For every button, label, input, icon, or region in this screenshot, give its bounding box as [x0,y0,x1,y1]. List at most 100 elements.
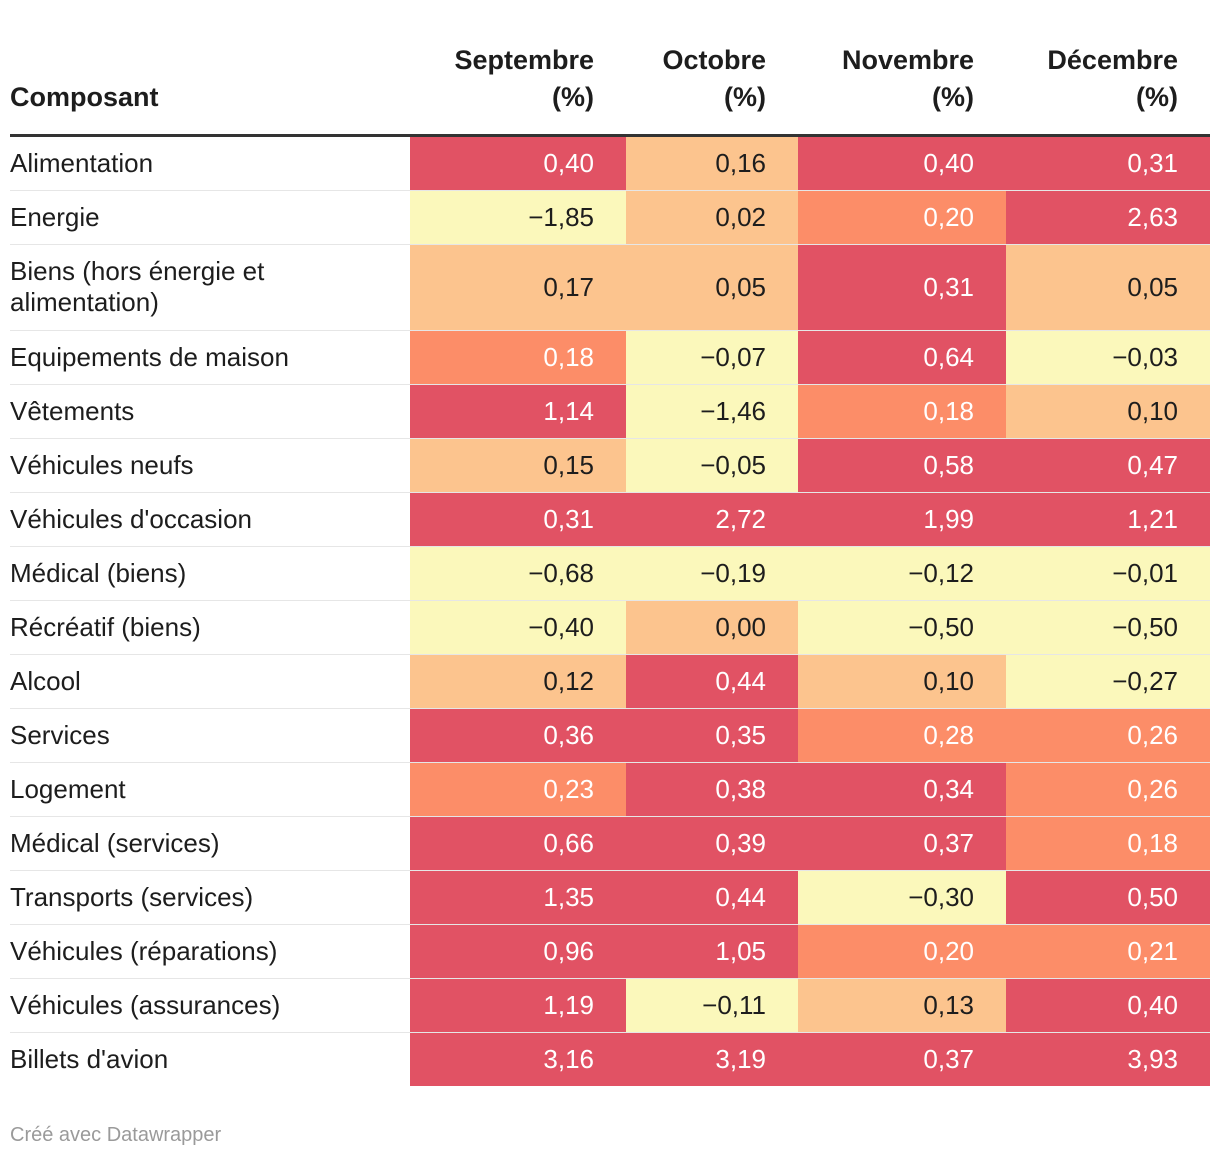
heatmap-cell-novembre: 0,18 [798,384,1006,439]
row-label: Billets d'avion [10,1043,169,1074]
heatmap-cell-novembre: 0,13 [798,978,1006,1033]
heatmap-cell-octobre: 0,44 [626,870,798,925]
heatmap-cell-decembre: 0,21 [1006,924,1210,979]
column-header-composant[interactable]: Composant [10,0,410,137]
heatmap-cell-octobre: 3,19 [626,1032,798,1086]
row-label: Services [10,708,410,763]
column-header-octobre[interactable]: Octobre (%) [626,0,798,137]
heatmap-cell-octobre: 2,72 [626,492,798,547]
heatmap-cell-decembre: 0,05 [1006,244,1210,331]
heatmap-cell-decembre: 0,47 [1006,438,1210,493]
row-label: Equipements de maison [10,330,410,385]
column-header-septembre[interactable]: Septembre (%) [410,0,626,137]
column-header-decembre[interactable]: Décembre (%) [1006,0,1210,137]
heatmap-table-container: Composant Septembre (%) Octobre (%) Nove… [10,0,1210,1086]
row-label: Véhicules neufs [10,438,410,493]
heatmap-cell-decembre: 0,18 [1006,816,1210,871]
heatmap-cell-novembre: −0,50 [798,600,1006,655]
row-label: Logement [10,762,410,817]
heatmap-cell-septembre: 0,96 [410,924,626,979]
row-label: Véhicules (assurances) [10,978,410,1033]
table-row: Vêtements 1,14 −1,46 0,18 0,10 [10,384,1210,439]
heatmap-cell-septembre: −0,40 [410,600,626,655]
heatmap-cell-novembre: −0,30 [798,870,1006,925]
column-header-novembre[interactable]: Novembre (%) [798,0,1006,137]
table-row: Véhicules neufs 0,15 −0,05 0,58 0,47 [10,438,1210,493]
column-header-label: Octobre [662,44,766,75]
heatmap-cell-octobre: 0,00 [626,600,798,655]
column-header-label: Septembre [454,44,594,75]
heatmap-cell-septembre: −0,68 [410,546,626,601]
heatmap-cell-octobre: 0,02 [626,190,798,245]
heatmap-cell-novembre: 0,20 [798,190,1006,245]
heatmap-cell-decembre: 2,63 [1006,190,1210,245]
heatmap-table: Composant Septembre (%) Octobre (%) Nove… [10,0,1210,1086]
heatmap-cell-novembre: 0,31 [798,244,1006,331]
heatmap-cell-octobre: 0,38 [626,762,798,817]
table-row: Médical (biens) −0,68 −0,19 −0,12 −0,01 [10,546,1210,601]
heatmap-cell-septembre: −1,85 [410,190,626,245]
table-row: Services 0,36 0,35 0,28 0,26 [10,708,1210,763]
row-label: Médical (biens) [10,546,410,601]
heatmap-cell-novembre: 0,20 [798,924,1006,979]
heatmap-cell-novembre: −0,12 [798,546,1006,601]
row-label: Véhicules (réparations) [10,924,410,979]
heatmap-cell-septembre: 0,66 [410,816,626,871]
row-label: Energie [10,190,410,245]
heatmap-cell-septembre: 0,12 [410,654,626,709]
heatmap-cell-decembre: −0,03 [1006,330,1210,385]
table-row: Récréatif (biens) −0,40 0,00 −0,50 −0,50 [10,600,1210,655]
heatmap-cell-septembre: 0,23 [410,762,626,817]
heatmap-cell-novembre: 0,10 [798,654,1006,709]
table-row: Véhicules d'occasion 0,31 2,72 1,99 1,21 [10,492,1210,547]
column-header-label: Novembre [841,44,974,75]
heatmap-cell-novembre: 0,28 [798,708,1006,763]
table-row: Transports (services) 1,35 0,44 −0,30 0,50 [10,870,1210,925]
heatmap-cell-septembre: 0,17 [410,244,626,331]
heatmap-cell-octobre: 0,39 [626,816,798,871]
heatmap-cell-octobre: −0,05 [626,438,798,493]
heatmap-cell-octobre: −1,46 [626,384,798,439]
row-label: Vêtements [10,384,410,439]
heatmap-cell-septembre: 1,14 [410,384,626,439]
column-header-unit: (%) [1136,81,1178,112]
heatmap-cell-octobre: −0,11 [626,978,798,1033]
row-label: Médical (services) [10,816,410,871]
heatmap-cell-octobre: 0,35 [626,708,798,763]
heatmap-cell-novembre: 0,37 [798,1032,1006,1086]
heatmap-cell-septembre: 0,31 [410,492,626,547]
heatmap-cell-novembre: 0,34 [798,762,1006,817]
heatmap-cell-decembre: 0,50 [1006,870,1210,925]
column-header-unit: (%) [552,81,594,112]
row-label: Alimentation [10,135,410,191]
heatmap-cell-novembre: 1,99 [798,492,1006,547]
table-row: Billets d'avion 3,16 3,19 0,37 3,93 [10,1032,1210,1086]
table-row: Equipements de maison 0,18 −0,07 0,64 −0,03 [10,330,1210,385]
heatmap-cell-octobre: 0,05 [626,244,798,331]
header-row: Composant Septembre (%) Octobre (%) Nove… [10,0,1210,137]
heatmap-cell-decembre: 0,31 [1006,135,1210,191]
table-row: Energie −1,85 0,02 0,20 2,63 [10,190,1210,245]
heatmap-cell-septembre: 1,35 [410,870,626,925]
table-row: Médical (services) 0,66 0,39 0,37 0,18 [10,816,1210,871]
heatmap-cell-decembre: 0,26 [1006,708,1210,763]
table-row: Biens (hors énergie et alimentation) 0,17… [10,244,1210,331]
heatmap-cell-decembre: 1,21 [1006,492,1210,547]
heatmap-cell-octobre: 0,44 [626,654,798,709]
row-label: Alcool [10,654,410,709]
heatmap-cell-octobre: 0,16 [626,135,798,191]
heatmap-cell-octobre: 1,05 [626,924,798,979]
footer-credit[interactable]: Créé avec Datawrapper [10,1124,222,1146]
heatmap-cell-decembre: −0,50 [1006,600,1210,655]
row-label: Récréatif (biens) [10,600,410,655]
table-row: Logement 0,23 0,38 0,34 0,26 [10,762,1210,817]
row-label: Biens (hors énergie et alimentation) [10,244,410,331]
row-label: Transports (services) [10,870,410,925]
heatmap-cell-novembre: 0,64 [798,330,1006,385]
heatmap-cell-novembre: 0,37 [798,816,1006,871]
heatmap-cell-septembre: 3,16 [410,1032,626,1086]
heatmap-cell-septembre: 0,18 [410,330,626,385]
column-header-unit: (%) [932,81,974,112]
heatmap-cell-novembre: 0,58 [798,438,1006,493]
heatmap-cell-decembre: 0,40 [1006,978,1210,1033]
